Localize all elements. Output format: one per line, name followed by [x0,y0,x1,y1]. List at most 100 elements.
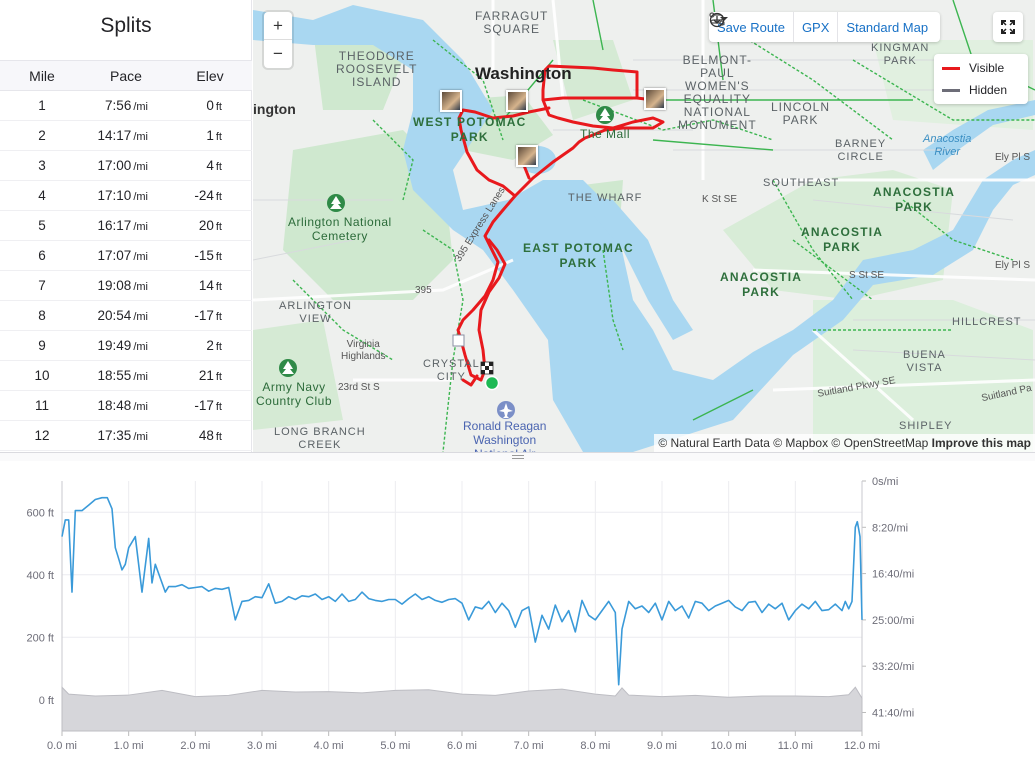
split-pace: 19:49/mi [84,330,168,361]
mile-header[interactable]: Mile [0,60,84,91]
split-row[interactable]: 9 19:49/mi 2 ft [0,330,252,361]
split-elev-value: 48 [198,428,214,443]
y-right-tick-label: 25:00/mi [872,615,914,627]
splits-title: Splits [100,14,152,37]
legend-visible-label: Visible [969,61,1005,75]
split-row[interactable]: 5 16:17/mi 20 ft [0,210,252,241]
label-s-st: S St SE [849,270,885,281]
label-ely-pl-1: Ely Pl S [995,152,1031,163]
split-row[interactable]: 2 14:17/mi 1 ft [0,120,252,151]
split-row[interactable]: 3 17:00/mi 4 ft [0,150,252,181]
split-mile: 3 [0,150,84,181]
route-map[interactable]: FARRAGUT SQUARE Washington THEODORE ROOS… [253,0,1035,452]
split-elev: -17 ft [168,300,252,331]
route-legend: Visible Hidden [934,54,1028,104]
label-crystal-city: CRYSTAL CITY [423,358,480,383]
map-style-select[interactable]: Standard Map [720,12,940,42]
split-pace: 17:00/mi [84,150,168,181]
split-pace-value: 19:08 [97,278,132,293]
split-elev-unit: ft [215,341,222,353]
fullscreen-button[interactable] [993,12,1023,42]
photo-marker-4[interactable] [516,145,538,167]
photo-marker-2[interactable] [506,90,528,112]
y-left-tick-label: 600 ft [26,507,54,519]
label-east-potomac: EAST POTOMAC PARK [523,241,634,270]
photo-marker-1[interactable] [440,90,462,112]
split-mile: 2 [0,120,84,151]
splits-panel: Splits Mile Pace Elev 1 7:56/mi 0 ft 2 14:17/… [0,0,252,452]
legend-hidden-swatch [942,88,960,92]
label-long-branch: LONG BRANCH CREEK [274,426,366,451]
map-canvas[interactable] [253,0,1035,452]
label-kingman: KINGMAN PARK [871,42,930,67]
split-pace-value: 17:35 [97,428,132,443]
photo-marker-3[interactable] [644,88,666,110]
split-pace: 16:17/mi [84,210,168,241]
split-row[interactable]: 11 18:48/mi -17 ft [0,390,252,421]
split-pace-unit: /mi [133,221,148,233]
label-the-wharf: THE WHARF [568,192,643,204]
split-elev-value: -17 [194,308,214,323]
label-lincoln: LINCOLN PARK [771,100,831,127]
split-row[interactable]: 1 7:56/mi 0 ft [0,90,252,121]
zoom-in-button[interactable]: + [264,12,292,40]
x-tick-label: 4.0 mi [314,740,344,752]
elev-header[interactable]: Elev [168,60,252,91]
label-ely-pl-2: Ely Pl S [995,260,1031,271]
gpx-button[interactable]: GPX [709,12,839,42]
split-row[interactable]: 10 18:55/mi 21 ft [0,360,252,391]
elevation-pace-chart[interactable]: 0.0 mi 1.0 mi 2.0 mi 3.0 mi 4.0 mi 5.0 mi 6.0 … [0,461,1035,779]
split-elev-value: 20 [198,218,214,233]
split-elev: 4 ft [168,150,252,181]
resize-handle[interactable] [512,455,524,459]
split-row[interactable]: 8 20:54/mi -17 ft [0,300,252,331]
attribution-text[interactable]: © Natural Earth Data © Mapbox © OpenStre… [658,436,929,450]
split-mile: 5 [0,210,84,241]
split-pace-value: 18:48 [97,398,132,413]
chart-canvas[interactable]: 0.0 mi 1.0 mi 2.0 mi 3.0 mi 4.0 mi 5.0 mi 6.0 … [0,461,1035,779]
legend-visible[interactable]: Visible [934,57,1028,79]
pace-line [61,496,863,686]
x-tick-label: 10.0 mi [711,740,747,752]
split-row[interactable]: 6 17:07/mi -15 ft [0,240,252,271]
split-pace-unit: /mi [133,251,148,263]
zoom-out-button[interactable]: − [273,44,283,63]
label-shipley: SHIPLEY [899,420,953,432]
legend-hidden-label: Hidden [969,83,1008,97]
label-army-navy: Army Navy Country Club [256,380,333,408]
split-elev-unit: ft [215,131,222,143]
split-row[interactable]: 12 17:35/mi 48 ft [0,420,252,451]
pace-header[interactable]: Pace [84,60,168,91]
split-elev-value: -17 [194,398,214,413]
split-pace-value: 17:00 [97,158,132,173]
label-barney: BARNEY CIRCLE [835,138,887,163]
split-pace-value: 19:49 [97,338,132,353]
split-row[interactable]: 7 19:08/mi 14 ft [0,270,252,301]
label-the-mall: The Mall [580,127,631,141]
split-row[interactable]: 4 17:10/mi -24 ft [0,180,252,211]
improve-map-link[interactable]: Improve this map [931,436,1031,450]
y-right-tick-label: 8:20/mi [872,522,908,534]
legend-hidden[interactable]: Hidden [934,79,1028,101]
split-elev: 0 ft [168,90,252,121]
split-elev: 20 ft [168,210,252,241]
split-elev-unit: ft [215,281,222,293]
split-pace: 17:10/mi [84,180,168,211]
split-elev-value: 2 [206,338,214,353]
split-elev-unit: ft [215,251,222,263]
label-ington: ington [253,101,296,117]
split-elev-value: 1 [206,128,214,143]
map-toolbar: Save Route GPX Standard Map [709,12,941,42]
label-belmont: BELMONT- PAUL WOMEN'S EQUALITY NATIONAL … [678,53,757,132]
split-elev: -24 ft [168,180,252,211]
split-elev-unit: ft [215,311,222,323]
split-elev-unit: ft [215,221,222,233]
map-style-label: Standard Map [846,19,929,35]
split-elev-value: 0 [206,98,214,113]
x-tick-label: 11.0 mi [778,740,813,752]
label-west-potomac: WEST POTOMAC PARK [413,115,527,144]
split-elev-unit: ft [215,371,222,383]
label-anacostia-park-3: ANACOSTIA PARK [720,270,803,299]
split-mile: 6 [0,240,84,271]
split-mile: 12 [0,420,84,451]
